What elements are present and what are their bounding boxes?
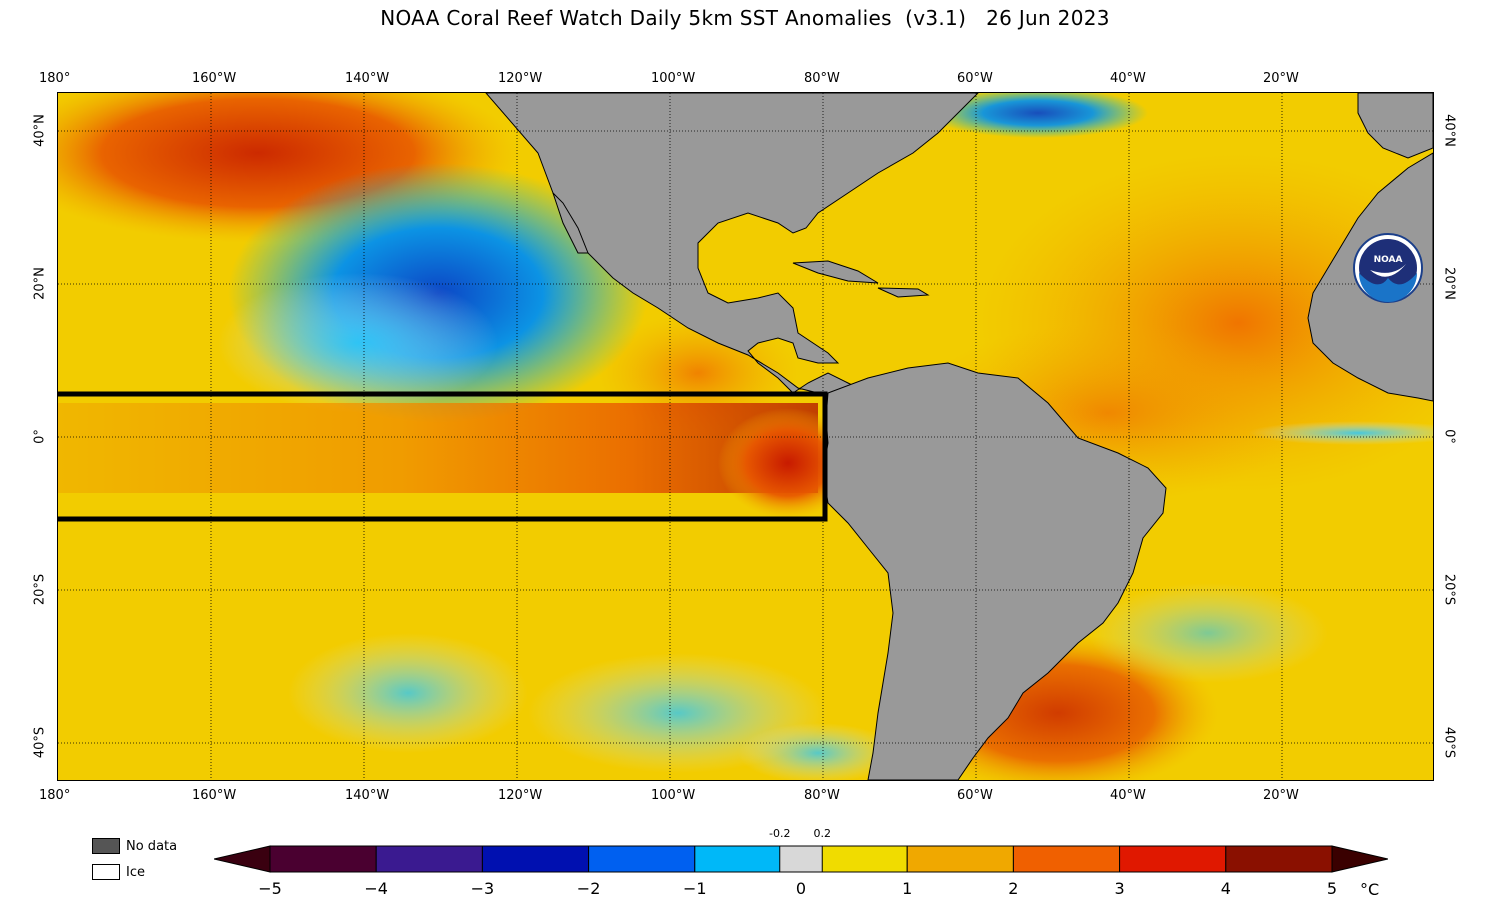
colorbar-segment (1225, 845, 1333, 873)
lon-label-top-3: 120°W (498, 71, 543, 86)
lat-label-right-3: 20°S (1441, 573, 1457, 606)
lon-label-top-1: 160°W (192, 71, 237, 86)
lon-label-top-6: 60°W (957, 71, 993, 86)
colorbar-tick-3: −2 (576, 879, 601, 898)
colorbar-tick-7: 2 (1008, 879, 1019, 898)
colorbar-segment (481, 845, 590, 873)
colorbar-segment (906, 845, 1014, 873)
colorbar-tick-6: 1 (902, 879, 913, 898)
lon-label-bottom-3: 120°W (498, 788, 543, 803)
colorbar-segment (1012, 845, 1121, 873)
south-america-land (822, 362, 1167, 780)
lon-label-top-7: 40°W (1110, 71, 1146, 86)
colorbar-tick-0: −5 (258, 879, 282, 898)
map-title: NOAA Coral Reef Watch Daily 5km SST Anom… (380, 6, 1110, 30)
ice-swatch (92, 864, 120, 880)
equatorial-warm-band (58, 403, 818, 493)
lat-label-right-2: 0° (1441, 429, 1457, 444)
map-canvas: NOAA (58, 93, 1433, 780)
lon-label-bottom-0: 180° (39, 788, 71, 803)
caribbean-islands (792, 260, 930, 298)
colorbar-neutral-label-1: 0.2 (813, 827, 831, 840)
colorbar-tick-2: −3 (470, 879, 495, 898)
lon-label-top-8: 20°W (1263, 71, 1299, 86)
lon-label-top-2: 140°W (345, 71, 390, 86)
lon-label-bottom-8: 20°W (1263, 788, 1299, 803)
colorbar-tick-4: −1 (683, 879, 707, 898)
sst-anomaly-colorbar (214, 845, 1388, 873)
colorbar-unit: °C (1360, 880, 1380, 899)
colorbar-tick-10: 5 (1326, 879, 1338, 898)
colorbar-max-arrow (1331, 845, 1388, 873)
no-data-swatch (92, 838, 120, 854)
nino-region-box (58, 391, 828, 522)
lat-label-right-4: 40°S (1441, 726, 1457, 759)
lon-label-bottom-4: 100°W (651, 788, 696, 803)
lon-label-bottom-1: 160°W (192, 788, 237, 803)
noaa-logo: NOAA (1353, 233, 1423, 303)
lat-label-left-1: 20°N (32, 267, 48, 300)
colorbar-tick-5: 0 (795, 879, 807, 898)
colorbar-tick-1: −4 (364, 879, 388, 898)
lon-label-top-0: 180° (39, 71, 71, 86)
colorbar-neutral-label-0: -0.2 (769, 827, 791, 840)
colorbar-segment (375, 845, 483, 873)
map-gridlines (58, 93, 1433, 780)
colorbar-segment (269, 845, 377, 873)
colorbar-segment (1119, 845, 1227, 873)
lon-label-bottom-6: 60°W (957, 788, 993, 803)
lat-label-left-2: 0° (32, 429, 48, 444)
lon-label-bottom-7: 40°W (1110, 788, 1146, 803)
colorbar-tick-9: 4 (1220, 879, 1231, 898)
lon-label-top-4: 100°W (651, 71, 696, 86)
north-america-land (485, 93, 979, 409)
lon-label-bottom-2: 140°W (345, 788, 390, 803)
no-data-label: No data (126, 839, 178, 854)
colorbar-tick-8: 3 (1114, 879, 1125, 898)
lat-label-right-0: 40°N (1441, 114, 1457, 147)
lat-label-right-1: 20°N (1441, 267, 1457, 300)
lat-label-left-0: 40°N (32, 114, 48, 147)
noaa-logo-text: NOAA (1374, 255, 1403, 265)
lon-label-bottom-5: 80°W (804, 788, 840, 803)
ice-label: Ice (126, 865, 145, 880)
lat-label-left-3: 20°S (32, 573, 48, 606)
colorbar-neutral-band (779, 845, 823, 873)
sst-anomaly-map: NOAA (57, 92, 1434, 781)
lat-label-left-4: 40°S (32, 726, 48, 759)
colorbar-segment (588, 845, 696, 873)
lon-label-top-5: 80°W (804, 71, 840, 86)
colorbar-min-arrow (214, 845, 271, 873)
